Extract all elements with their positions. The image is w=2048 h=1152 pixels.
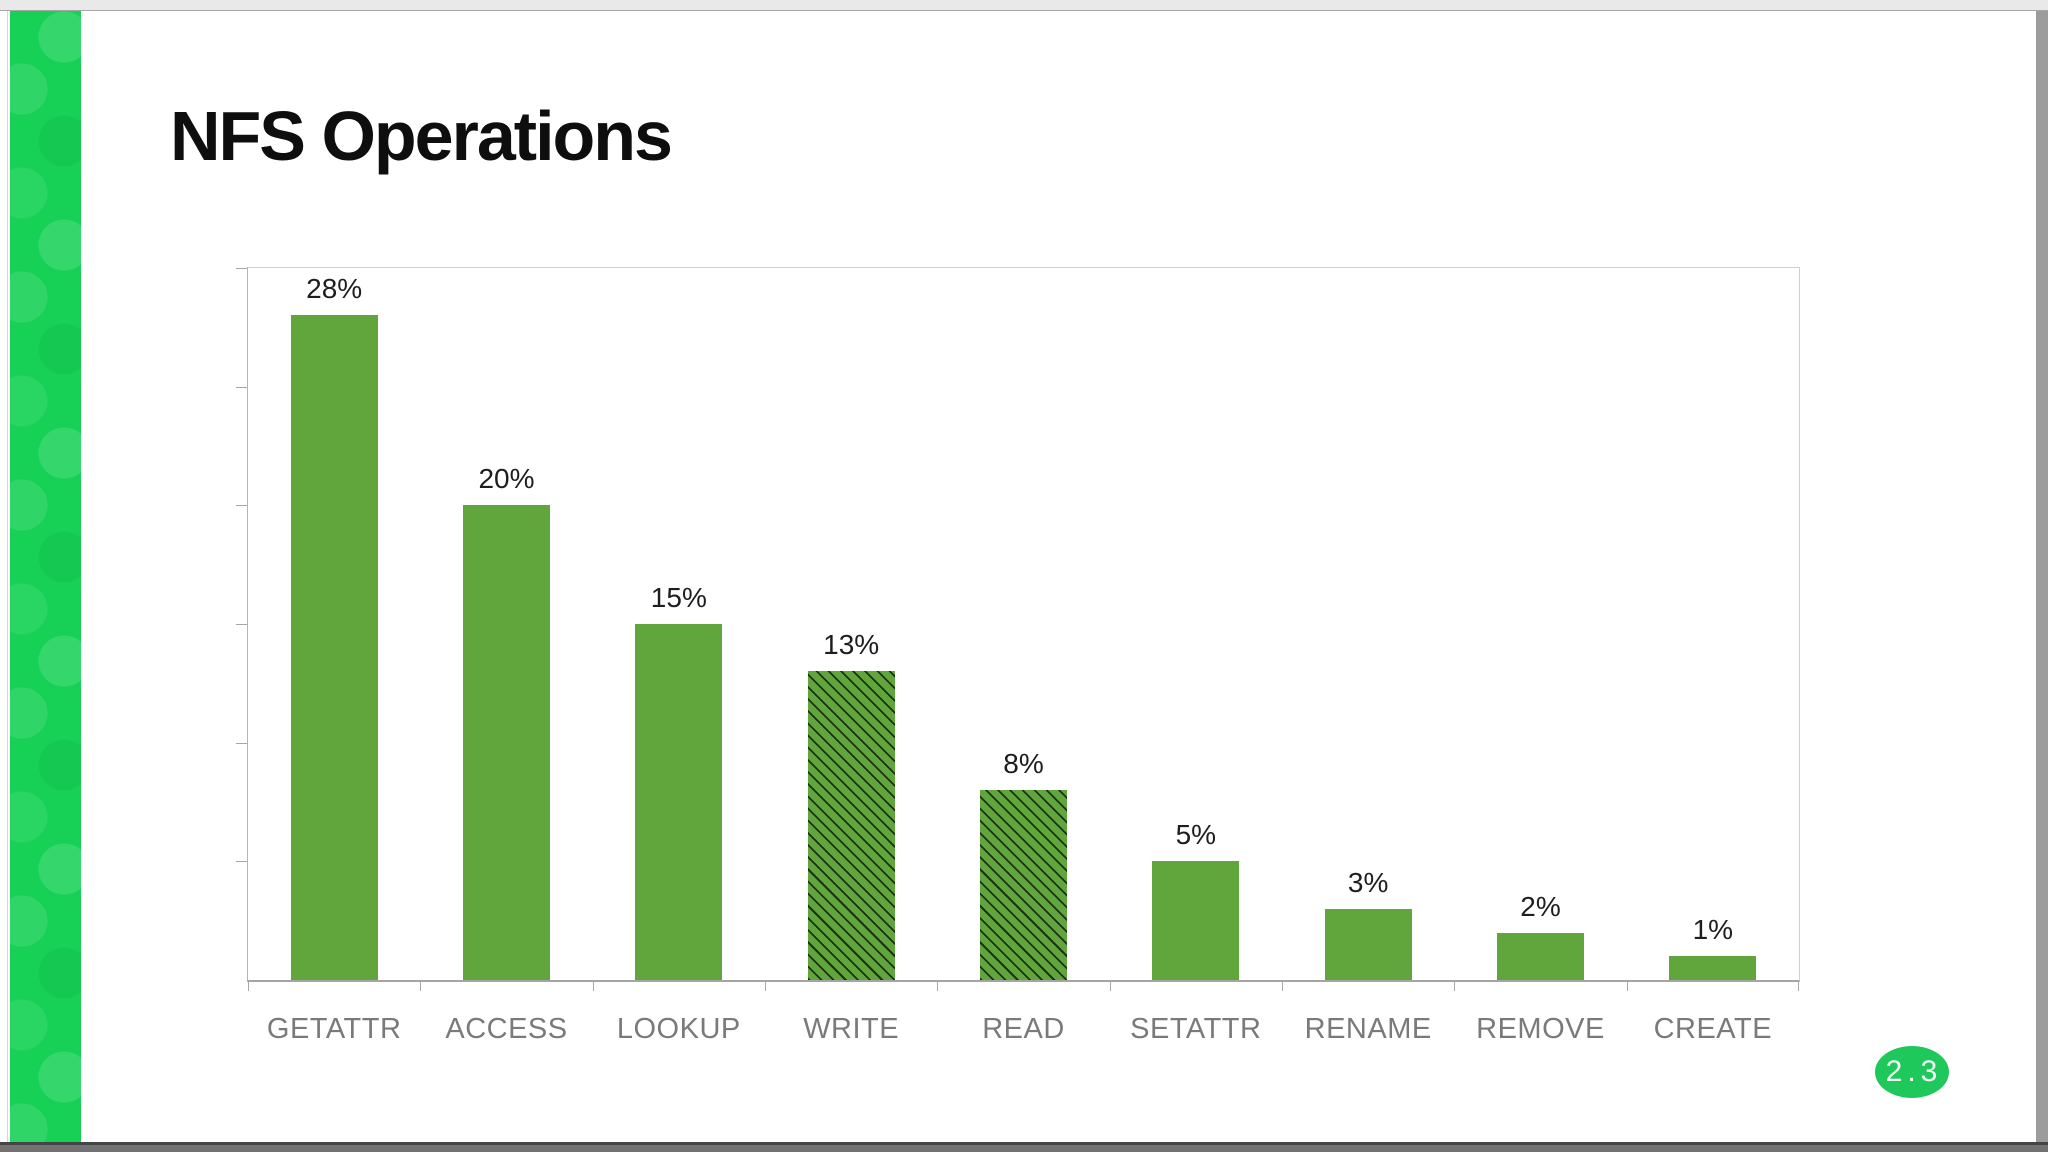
x-axis-tick (592, 980, 594, 991)
bar-value-label: 15% (650, 582, 707, 613)
x-axis-tick (765, 980, 766, 991)
x-axis-label: ACCESS (445, 1013, 568, 1045)
bar-value-label: 3% (1347, 866, 1389, 898)
x-axis-tick (420, 980, 422, 991)
y-axis-tick (236, 386, 247, 388)
x-axis-tick (1454, 980, 1456, 991)
y-axis-tick (236, 505, 247, 507)
x-axis-label: RENAME (1304, 1013, 1432, 1045)
bar-value-label: 8% (1003, 748, 1044, 780)
bar-value-label: 13% (823, 629, 880, 661)
x-axis-label: REMOVE (1476, 1013, 1605, 1045)
x-axis-label: GETATTR (266, 1013, 402, 1045)
y-axis-tick (236, 861, 247, 863)
bar-lookup (635, 624, 723, 980)
bar-getattr (290, 315, 378, 980)
x-axis-tick (1626, 980, 1628, 991)
y-axis-tick (236, 742, 247, 744)
green-stripe-decoration (10, 11, 81, 1142)
bar-value-label: 2% (1520, 890, 1561, 922)
left-edge-line (7, 11, 8, 1142)
x-axis-tick (248, 980, 249, 991)
x-axis-label: WRITE (803, 1013, 900, 1045)
bar-rename (1324, 908, 1412, 980)
top-edge (0, 0, 2048, 11)
x-axis-label: CREATE (1653, 1013, 1773, 1045)
bar-value-label: 28% (306, 273, 363, 305)
x-axis-tick (1798, 980, 1799, 991)
bar-remove (1497, 932, 1584, 980)
bar-access (463, 505, 550, 980)
bar-write (807, 671, 895, 980)
y-axis-tick (236, 268, 247, 269)
bar-setattr (1152, 861, 1240, 980)
x-axis-label: LOOKUP (616, 1013, 741, 1045)
x-axis-tick (1282, 980, 1283, 991)
slide-title: NFS Operations (170, 97, 673, 175)
x-axis-label: READ (982, 1013, 1065, 1045)
version-badge: 2.3 (1875, 1046, 1949, 1098)
bar-value-label: 1% (1692, 914, 1734, 946)
bar-value-label: 20% (478, 463, 535, 495)
bar-value-label: 5% (1175, 819, 1217, 851)
right-edge (2036, 11, 2048, 1142)
x-axis-tick (1109, 980, 1111, 991)
x-axis-tick (937, 980, 939, 991)
bar-create (1669, 956, 1757, 980)
bar-read (980, 790, 1067, 980)
bar-chart: 28% GETATTR 20% ACCESS 15% LOOKUP 13% WRITE 8% RE… (236, 267, 1800, 1045)
plot-area: 28% GETATTR 20% ACCESS 15% LOOKUP 13% WRITE 8% RE… (236, 268, 1799, 1045)
y-axis-tick (236, 624, 247, 625)
x-axis-label: SETATTR (1130, 1013, 1262, 1045)
bottom-edge (0, 1142, 2048, 1152)
